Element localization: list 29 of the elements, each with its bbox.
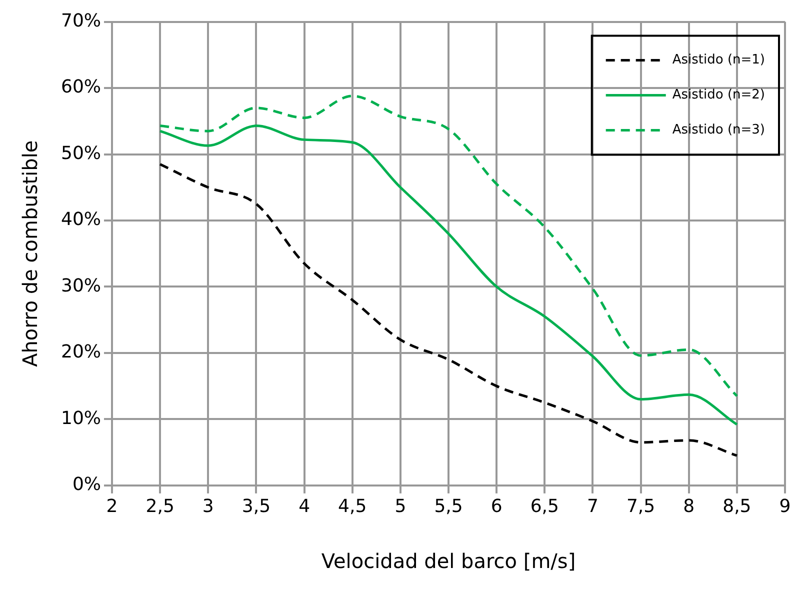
x-tick-label: 3,5 [242,496,271,517]
x-tick-label: 2 [106,496,118,517]
y-tick-label: 0% [72,474,102,496]
legend-label: Asistido (n=3) [672,122,766,138]
x-axis-title: Velocidad del barco [m/s] [321,549,576,574]
legend-label: Asistido (n=1) [672,52,766,68]
x-tick-label: 9 [779,496,791,517]
x-tick-label: 4,5 [338,496,367,517]
x-tick-label: 3 [202,496,214,517]
y-axis-title: Ahorro de combustible [18,140,42,367]
y-tick-label: 20% [60,342,102,363]
x-tick-label: 6,5 [530,496,559,517]
line-series [158,162,738,457]
x-tick-label: 6 [490,496,502,517]
y-tick-label: 60% [60,76,102,98]
y-tick-label: 10% [60,408,102,429]
y-tick-label: 40% [60,209,102,230]
x-tick-label: 7,5 [626,496,656,517]
x-tick-label: 7 [586,496,598,517]
y-tick-label: 30% [60,275,102,296]
x-tick-label: 8 [683,496,695,517]
y-tick-label: 50% [60,142,102,164]
x-tick-label: 5,5 [434,496,463,517]
legend-label: Asistido (n=2) [672,88,766,103]
x-tick-label: 8,5 [722,496,752,517]
y-tick-label: 70% [60,10,102,32]
x-tick-label: 5 [394,496,406,517]
x-tick-label: 2,5 [146,496,174,517]
x-tick-label: 4 [298,496,310,517]
